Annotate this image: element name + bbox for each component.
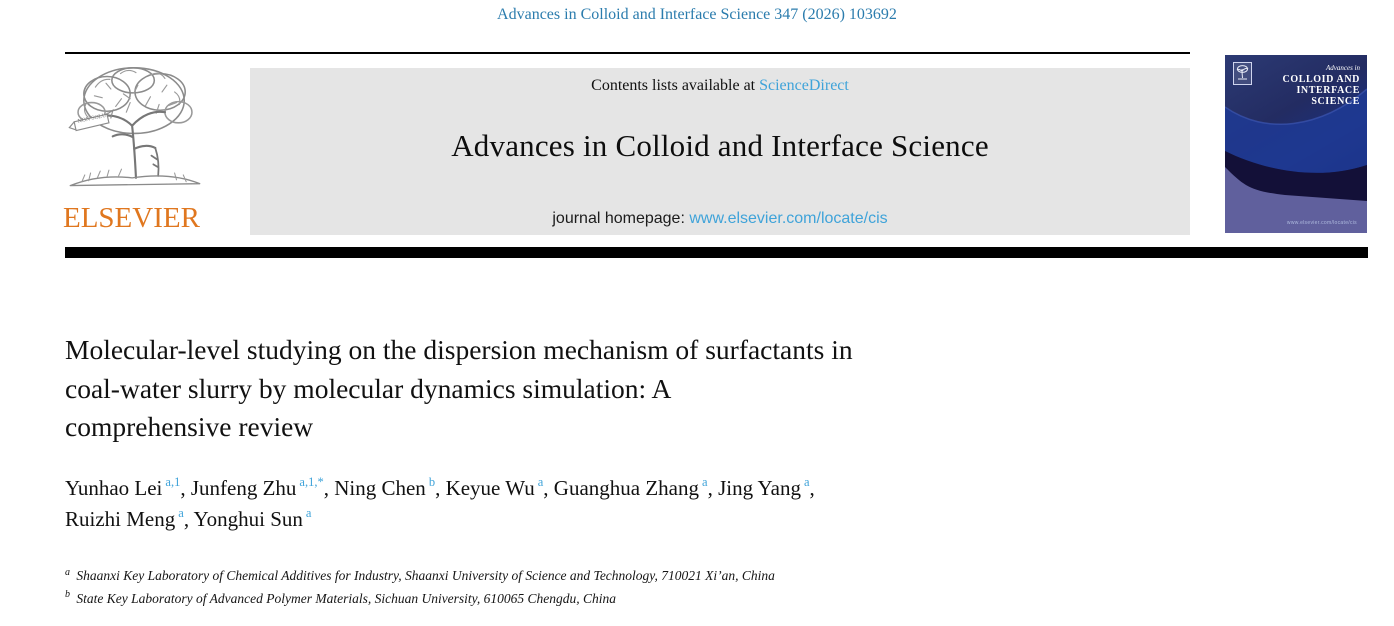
author-list: Yunhao Lei a,1, Junfeng Zhu a,1,*, Ning Ch… [65, 475, 815, 531]
affiliation: a Shaanxi Key Laboratory of Chemical Add… [65, 565, 1265, 588]
author-name: Yunhao Lei [65, 476, 163, 500]
author-affiliation-sup: b [428, 475, 436, 489]
elsevier-logo: NON SOLUS ELSEVIER [60, 62, 210, 240]
affiliation-sup: b [65, 589, 70, 600]
masthead-box: Contents lists available at ScienceDirec… [250, 68, 1190, 235]
masthead-bottom-rule [65, 247, 1368, 258]
author: Yonghui Sun a [194, 507, 312, 531]
cover-art [1225, 88, 1367, 233]
author: Keyue Wu a [446, 476, 544, 500]
article-title-line: coal-water slurry by molecular dynamics … [65, 372, 672, 404]
author-name: Ning Chen [334, 476, 426, 500]
author: Yunhao Lei a,1 [65, 476, 180, 500]
journal-cover-thumbnail: Advances in COLLOID AND INTERFACE SCIENC… [1225, 55, 1367, 233]
author: Junfeng Zhu a,1,* [191, 476, 324, 500]
cover-title: Advances in COLLOID AND INTERFACE SCIENC… [1283, 64, 1360, 107]
author-affiliation-sup: a,1 [165, 475, 181, 489]
cover-title-line: INTERFACE [1296, 85, 1360, 96]
journal-title: Advances in Colloid and Interface Scienc… [451, 128, 989, 163]
author-name: Junfeng Zhu [190, 476, 297, 500]
homepage-link[interactable]: www.elsevier.com/locate/cis [689, 210, 888, 227]
article-title-line: comprehensive review [65, 411, 314, 442]
article-title: Molecular-level studying on the dispersi… [65, 331, 1205, 447]
author-name: Keyue Wu [445, 476, 535, 500]
homepage-prefix: journal homepage: [552, 210, 690, 227]
author-affiliation-sup: a [702, 475, 708, 489]
contents-prefix: Contents lists available at [591, 77, 760, 94]
affiliation-text: State Key Laboratory of Advanced Polymer… [73, 590, 617, 606]
contents-line: Contents lists available at ScienceDirec… [250, 68, 1190, 95]
author-name: Yonghui Sun [193, 507, 303, 531]
affiliation: b State Key Laboratory of Advanced Polym… [65, 588, 1265, 611]
header-rule [65, 52, 1190, 54]
author: Ning Chen b [334, 476, 435, 500]
author-affiliation-sup: a [305, 506, 312, 520]
author-affiliation-sup: a [537, 475, 544, 489]
author-name: Jing Yang [718, 476, 801, 500]
author: Ruizhi Meng a [65, 507, 184, 531]
cover-title-prefix: Advances in [1325, 64, 1360, 72]
elsevier-tree-icon: NON SOLUS [68, 67, 201, 187]
author-name: Ruizhi Meng [65, 507, 176, 531]
author-affiliation-sup: a [803, 475, 810, 489]
sciencedirect-link[interactable]: ScienceDirect [759, 77, 849, 94]
elsevier-wordmark: ELSEVIER [63, 202, 200, 234]
cover-elsevier-mini-logo [1233, 62, 1252, 85]
cover-title-line: COLLOID AND [1282, 74, 1360, 85]
author-affiliation-sup: a,1,* [299, 475, 324, 489]
author-name: Guanghua Zhang [553, 476, 700, 500]
affiliation-sup: a [65, 566, 70, 578]
affiliation-text: Shaanxi Key Laboratory of Chemical Addit… [73, 568, 775, 583]
author: Guanghua Zhang a [554, 476, 708, 500]
article-title-line: Molecular-level studying on the dispersi… [65, 334, 853, 365]
homepage-line: journal homepage: www.elsevier.com/locat… [250, 210, 1190, 228]
journal-citation-link[interactable]: Advances in Colloid and Interface Scienc… [497, 6, 897, 23]
cover-footer-url: www.elsevier.com/locate/cis [1286, 220, 1357, 226]
cover-title-line: SCIENCE [1311, 96, 1360, 107]
author-affiliation-sup: a [178, 506, 184, 520]
affiliation-list: a Shaanxi Key Laboratory of Chemical Add… [65, 565, 1265, 610]
author: Jing Yang a [718, 476, 809, 500]
